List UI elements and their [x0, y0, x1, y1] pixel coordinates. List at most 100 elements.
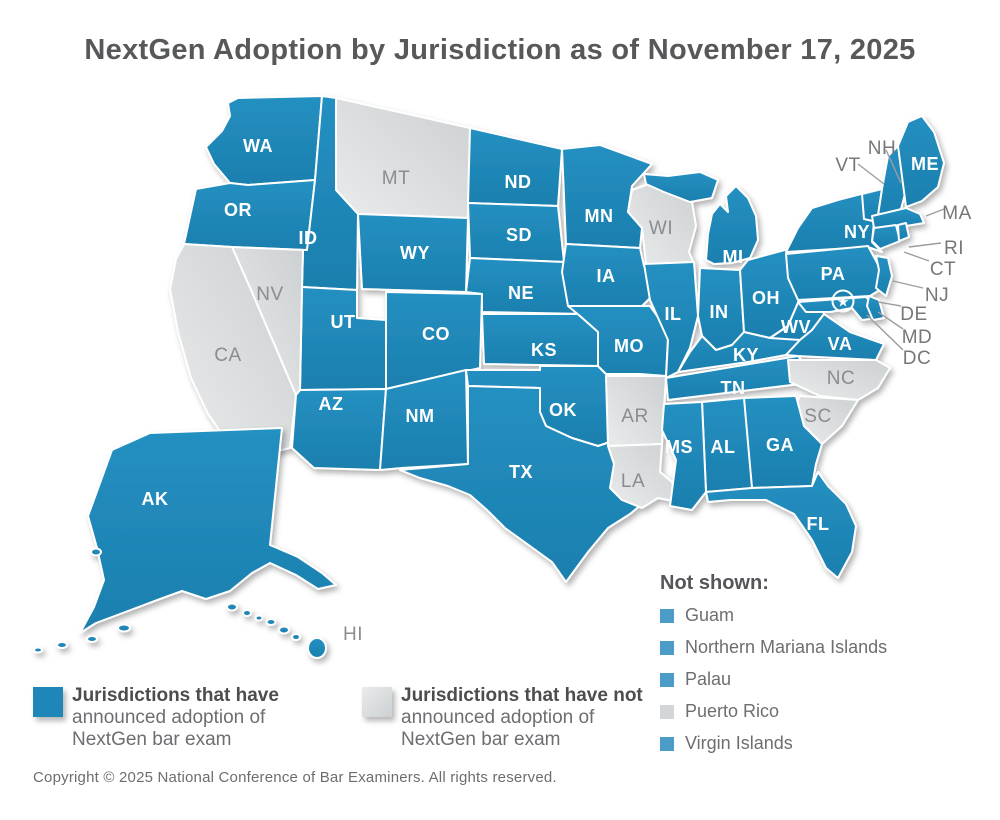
state-label-WY: WY — [400, 243, 430, 263]
state-label-ID: ID — [299, 228, 318, 248]
hawaii-island — [226, 602, 238, 612]
not-shown-item: Northern Mariana Islands — [660, 637, 887, 658]
legend-not-adopted: Jurisdictions that have not announced ad… — [362, 685, 661, 751]
legend-adopted-line1: Jurisdictions that have — [72, 685, 279, 706]
not-shown-item: Puerto Rico — [660, 701, 887, 722]
state-label-VT: VT — [835, 155, 860, 176]
hawaii-island — [307, 637, 327, 659]
not-shown-panel: Not shown: Guam Northern Mariana Islands P… — [660, 572, 887, 765]
state-label-SD: SD — [506, 225, 532, 245]
state-LA — [607, 443, 679, 509]
state-label-WA: WA — [243, 136, 273, 156]
state-label-KY: KY — [733, 345, 759, 365]
svg-text:★: ★ — [837, 294, 850, 310]
callout-line-NJ — [892, 280, 924, 289]
state-MI — [705, 185, 759, 265]
callout-lines — [857, 149, 945, 351]
state-ND — [467, 127, 563, 207]
aleutian-island — [117, 623, 131, 633]
state-label-RI: RI — [944, 238, 964, 259]
callout-line-NH — [885, 149, 902, 184]
state-label-OH: OH — [752, 288, 780, 308]
callout-line-RI — [908, 242, 942, 248]
state-label-IL: IL — [665, 304, 682, 324]
state-label-CA: CA — [214, 345, 241, 366]
state-label-MT: MT — [382, 168, 410, 189]
adopted-swatch-icon — [660, 608, 674, 623]
callout-line-DE — [877, 301, 902, 307]
state-label-NJ: NJ — [925, 285, 949, 306]
legend-not-adopted-line1: Jurisdictions that have not — [401, 685, 643, 706]
not-shown-item-label: Puerto Rico — [685, 701, 780, 721]
state-label-NV: NV — [256, 284, 283, 305]
state-label-WV: WV — [781, 317, 811, 337]
state-label-MI: MI — [723, 247, 744, 267]
adopted-swatch-icon — [660, 640, 674, 655]
mainland-states: ★ — [169, 95, 945, 583]
state-label-MN: MN — [585, 206, 614, 226]
legend-adopted-swatch — [33, 687, 63, 717]
state-NC — [787, 359, 891, 401]
legend-adopted-line2: announced adoption of — [72, 707, 266, 728]
state-label-OR: OR — [224, 200, 252, 220]
state-UT — [299, 286, 387, 391]
state-FL — [705, 471, 857, 579]
state-label-NY: NY — [844, 222, 870, 242]
aleutian-island — [86, 635, 98, 643]
not-adopted-swatch-icon — [660, 704, 674, 719]
dc-star-icon: ★ — [831, 289, 855, 313]
state-label-TX: TX — [509, 462, 533, 482]
legend-adopted: Jurisdictions that have announced adopti… — [33, 685, 332, 751]
state-label-IN: IN — [710, 302, 729, 322]
state-label-TN: TN — [721, 378, 746, 398]
state-label-HI: HI — [343, 624, 363, 645]
state-VA — [785, 313, 885, 361]
copyright-notice: Copyright © 2025 National Conference of … — [33, 769, 557, 786]
state-CT — [871, 224, 901, 250]
state-label-PA: PA — [821, 264, 846, 284]
adopted-swatch-icon — [660, 736, 674, 751]
state-label-AZ: AZ — [319, 394, 344, 414]
not-shown-heading: Not shown: — [660, 572, 769, 594]
state-label-LA: LA — [621, 471, 645, 492]
state-label-NM: NM — [406, 406, 435, 426]
state-label-NC: NC — [827, 368, 855, 389]
legend-not-adopted-line3: NextGen bar exam — [401, 729, 561, 750]
state-CO — [385, 291, 483, 390]
not-shown-item-label: Guam — [685, 605, 735, 625]
state-label-AL: AL — [711, 437, 736, 457]
legend-adopted-line3: NextGen bar exam — [72, 729, 232, 750]
legend-not-adopted-line2: announced adoption of — [401, 707, 595, 728]
state-label-ND: ND — [505, 172, 532, 192]
state-label-MO: MO — [614, 336, 644, 356]
legend-not-adopted-text: Jurisdictions that have not announced ad… — [401, 685, 661, 751]
hawaii-island — [265, 618, 277, 626]
aleutian-island — [56, 641, 68, 649]
state-label-KS: KS — [531, 340, 557, 360]
state-label-DC: DC — [903, 348, 931, 369]
not-shown-item-label: Palau — [685, 669, 732, 689]
state-label-SC: SC — [804, 406, 831, 427]
not-shown-item-label: Virgin Islands — [685, 733, 793, 753]
state-label-VA: VA — [828, 334, 853, 354]
state-label-CO: CO — [422, 324, 450, 344]
hawaii-island — [242, 609, 252, 617]
state-ME — [897, 115, 945, 208]
state-labels: WA OR ID MT WY NV CA UT CO AZ NM TX OK KS NE SD ND MN IA MO… — [142, 136, 972, 645]
state-label-IA: IA — [597, 266, 616, 286]
not-shown-item: Virgin Islands — [660, 733, 887, 754]
state-label-NH: NH — [868, 138, 896, 159]
state-label-NE: NE — [508, 283, 534, 303]
aleutian-island — [33, 646, 43, 654]
not-shown-item: Guam — [660, 605, 887, 626]
state-label-MD: MD — [902, 327, 933, 348]
state-label-UT: UT — [331, 312, 356, 332]
state-label-AR: AR — [621, 406, 648, 427]
state-label-DE: DE — [900, 304, 927, 325]
page-title: NextGen Adoption by Jurisdiction as of N… — [84, 34, 916, 66]
state-RI — [897, 222, 910, 242]
hawaii-island — [291, 633, 301, 641]
not-shown-item-label: Northern Mariana Islands — [685, 637, 888, 657]
